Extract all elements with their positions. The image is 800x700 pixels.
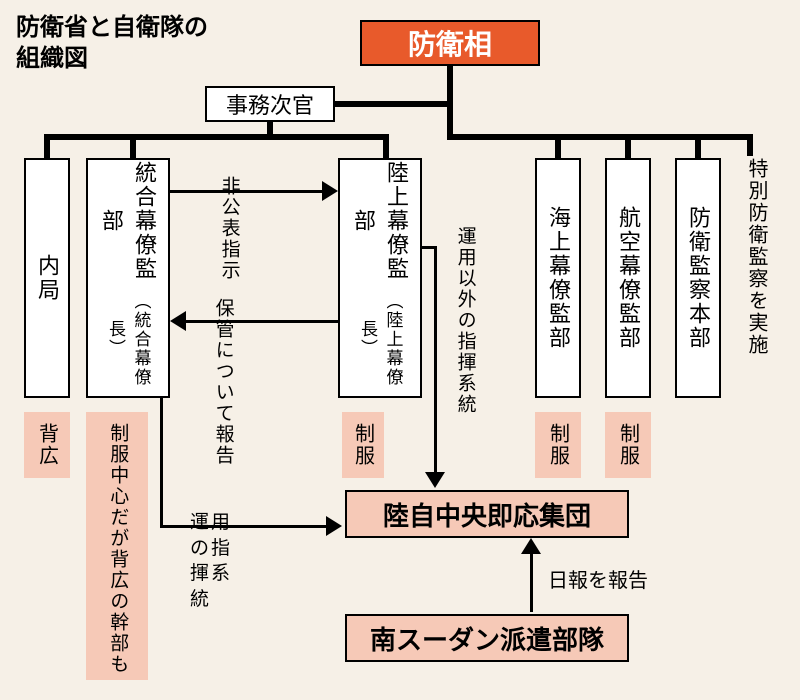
node-minister: 防衛相 bbox=[360, 20, 540, 66]
drop-joint bbox=[130, 134, 136, 158]
arrow-ground-down-line bbox=[434, 246, 437, 474]
arrow-ground-down-head bbox=[425, 472, 445, 488]
node-vice-minister: 事務次官 bbox=[205, 86, 335, 122]
arrow-joint-down-label: 運用の指揮系統 bbox=[190, 510, 250, 613]
joint-tag: 制服中心だが背広の幹部も bbox=[103, 423, 132, 675]
joint-sub: （統合幕僚長） bbox=[103, 283, 154, 396]
maritime-tag: 制服 bbox=[544, 423, 573, 467]
trunk-main bbox=[447, 66, 453, 134]
vice-drop bbox=[267, 122, 273, 134]
node-ground: 陸上幕僚監部 （陸上幕僚長） bbox=[338, 158, 422, 398]
ground-label: 陸上幕僚監部 bbox=[347, 160, 413, 283]
node-naikyoku: 内局 bbox=[24, 158, 70, 398]
drop-special bbox=[747, 134, 753, 156]
node-joint: 統合幕僚監部 （統合幕僚長） bbox=[86, 158, 170, 398]
tag-air: 制服 bbox=[605, 412, 651, 478]
arrow-sudan-up-line bbox=[530, 552, 533, 612]
diagram-title: 防衛省と自衛隊の 組織図 bbox=[16, 12, 208, 74]
bus-left bbox=[44, 134, 389, 140]
arrow-ground-to-joint-label: 保管について報告 bbox=[210, 298, 236, 466]
arrow-ground-down-label: 運用以外の指揮系統 bbox=[452, 226, 478, 415]
inspector-label: 防衛監察本部 bbox=[682, 206, 714, 350]
naikyoku-label: 内局 bbox=[31, 254, 63, 302]
sudan-label: 南スーダン派遣部隊 bbox=[370, 620, 604, 657]
arrow-joint-to-ground-line bbox=[170, 190, 326, 193]
joint-label: 統合幕僚監部 bbox=[95, 160, 161, 283]
tag-joint: 制服中心だが背広の幹部も bbox=[86, 412, 148, 680]
arrow-ground-down-start bbox=[422, 246, 436, 249]
maritime-label: 海上幕僚監部 bbox=[542, 206, 574, 350]
arrow-sudan-up-head bbox=[521, 538, 541, 554]
node-air: 航空幕僚監部 bbox=[605, 158, 651, 398]
node-sudan: 南スーダン派遣部隊 bbox=[345, 614, 629, 662]
crf-label: 陸自中央即応集団 bbox=[383, 496, 591, 533]
tag-ground: 制服 bbox=[342, 412, 384, 478]
tag-naikyoku: 背広 bbox=[24, 412, 70, 478]
arrow-joint-to-ground-label: 非公表指示 bbox=[216, 176, 242, 281]
arrow-joint-down-head bbox=[326, 516, 342, 536]
vice-connector bbox=[335, 101, 450, 107]
drop-naikyoku bbox=[44, 134, 50, 158]
node-inspector: 防衛監察本部 bbox=[675, 158, 721, 398]
bus-right bbox=[447, 134, 747, 140]
title-line-1: 防衛省と自衛隊の bbox=[16, 14, 208, 41]
node-maritime: 海上幕僚監部 bbox=[535, 158, 581, 398]
drop-inspector bbox=[695, 134, 701, 158]
title-line-2: 組織図 bbox=[16, 45, 88, 72]
air-tag: 制服 bbox=[614, 423, 643, 467]
drop-air bbox=[625, 134, 631, 158]
special-note-text: 特別防衛監察を実施 bbox=[745, 158, 767, 356]
naikyoku-tag: 背広 bbox=[33, 423, 62, 467]
ground-tag: 制服 bbox=[349, 423, 378, 467]
arrow-ground-to-joint-line bbox=[184, 320, 338, 323]
special-inspection-note: 特別防衛監察を実施 bbox=[742, 158, 770, 356]
arrow-ground-to-joint-head bbox=[170, 311, 186, 331]
arrow-joint-down-v bbox=[160, 398, 163, 528]
tag-maritime: 制服 bbox=[535, 412, 581, 478]
air-label: 航空幕僚監部 bbox=[612, 206, 644, 350]
arrow-sudan-up-label: 日報を報告 bbox=[548, 564, 648, 593]
drop-ground bbox=[383, 134, 389, 158]
node-crf: 陸自中央即応集団 bbox=[345, 490, 629, 538]
arrow-joint-to-ground-head bbox=[322, 181, 338, 201]
drop-maritime bbox=[555, 134, 561, 158]
vice-label: 事務次官 bbox=[226, 88, 314, 120]
minister-label: 防衛相 bbox=[408, 23, 492, 63]
ground-sub: （陸上幕僚長） bbox=[355, 283, 406, 396]
